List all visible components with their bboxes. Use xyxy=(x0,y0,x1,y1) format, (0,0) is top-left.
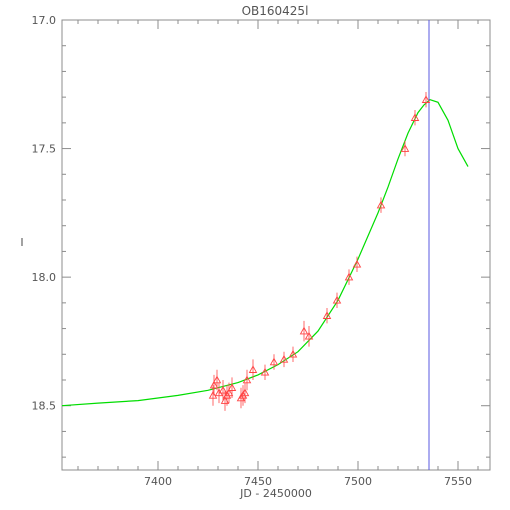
y-tick-label: 18.5 xyxy=(32,400,57,413)
data-point-triangle xyxy=(208,390,218,399)
data-point-triangle xyxy=(322,311,332,319)
data-point-triangle xyxy=(332,295,342,304)
data-point-triangle xyxy=(344,272,354,281)
data-point-triangle xyxy=(240,388,250,397)
x-tick-label: 7500 xyxy=(344,475,372,488)
y-tick-label: 17.0 xyxy=(32,14,57,27)
data-point-triangle xyxy=(421,95,431,103)
chart-title: OB160425l xyxy=(242,4,309,18)
data-point-triangle xyxy=(269,357,279,366)
data-points-group xyxy=(208,92,431,411)
model-curve-group xyxy=(61,99,469,407)
data-point-triangle xyxy=(242,375,252,384)
data-point-triangle xyxy=(299,326,309,335)
data-point-triangle xyxy=(288,349,298,358)
data-point-triangle xyxy=(224,388,234,397)
x-tick-label: 7450 xyxy=(244,475,272,488)
y-tick-label: 17.5 xyxy=(32,143,57,156)
data-point-triangle xyxy=(248,365,258,373)
y-tick-label: 18.0 xyxy=(32,271,57,284)
data-point-triangle xyxy=(410,113,420,121)
data-point-triangle xyxy=(376,200,386,209)
data-point-triangle xyxy=(279,354,289,363)
axis-tick-labels: 7400 7450 7500 7550 17.0 17.5 18.0 18.5 xyxy=(32,14,473,488)
y-axis-label: I xyxy=(20,236,23,249)
data-point-triangle xyxy=(214,388,224,397)
plot-frame xyxy=(61,19,491,471)
x-tick-label: 7400 xyxy=(144,475,172,488)
data-point-triangle xyxy=(304,331,314,340)
data-point-triangle xyxy=(260,367,270,376)
data-point-triangle xyxy=(218,385,228,394)
data-point-triangle xyxy=(400,144,410,152)
x-axis-label: JD - 2450000 xyxy=(239,487,312,500)
data-point-triangle xyxy=(352,259,362,268)
data-point-triangle xyxy=(209,380,219,389)
data-point-triangle xyxy=(212,375,222,384)
x-tick-label: 7550 xyxy=(444,475,472,488)
axis-ticks xyxy=(62,19,490,470)
data-point-triangle xyxy=(227,383,237,391)
model-curve xyxy=(61,99,469,407)
